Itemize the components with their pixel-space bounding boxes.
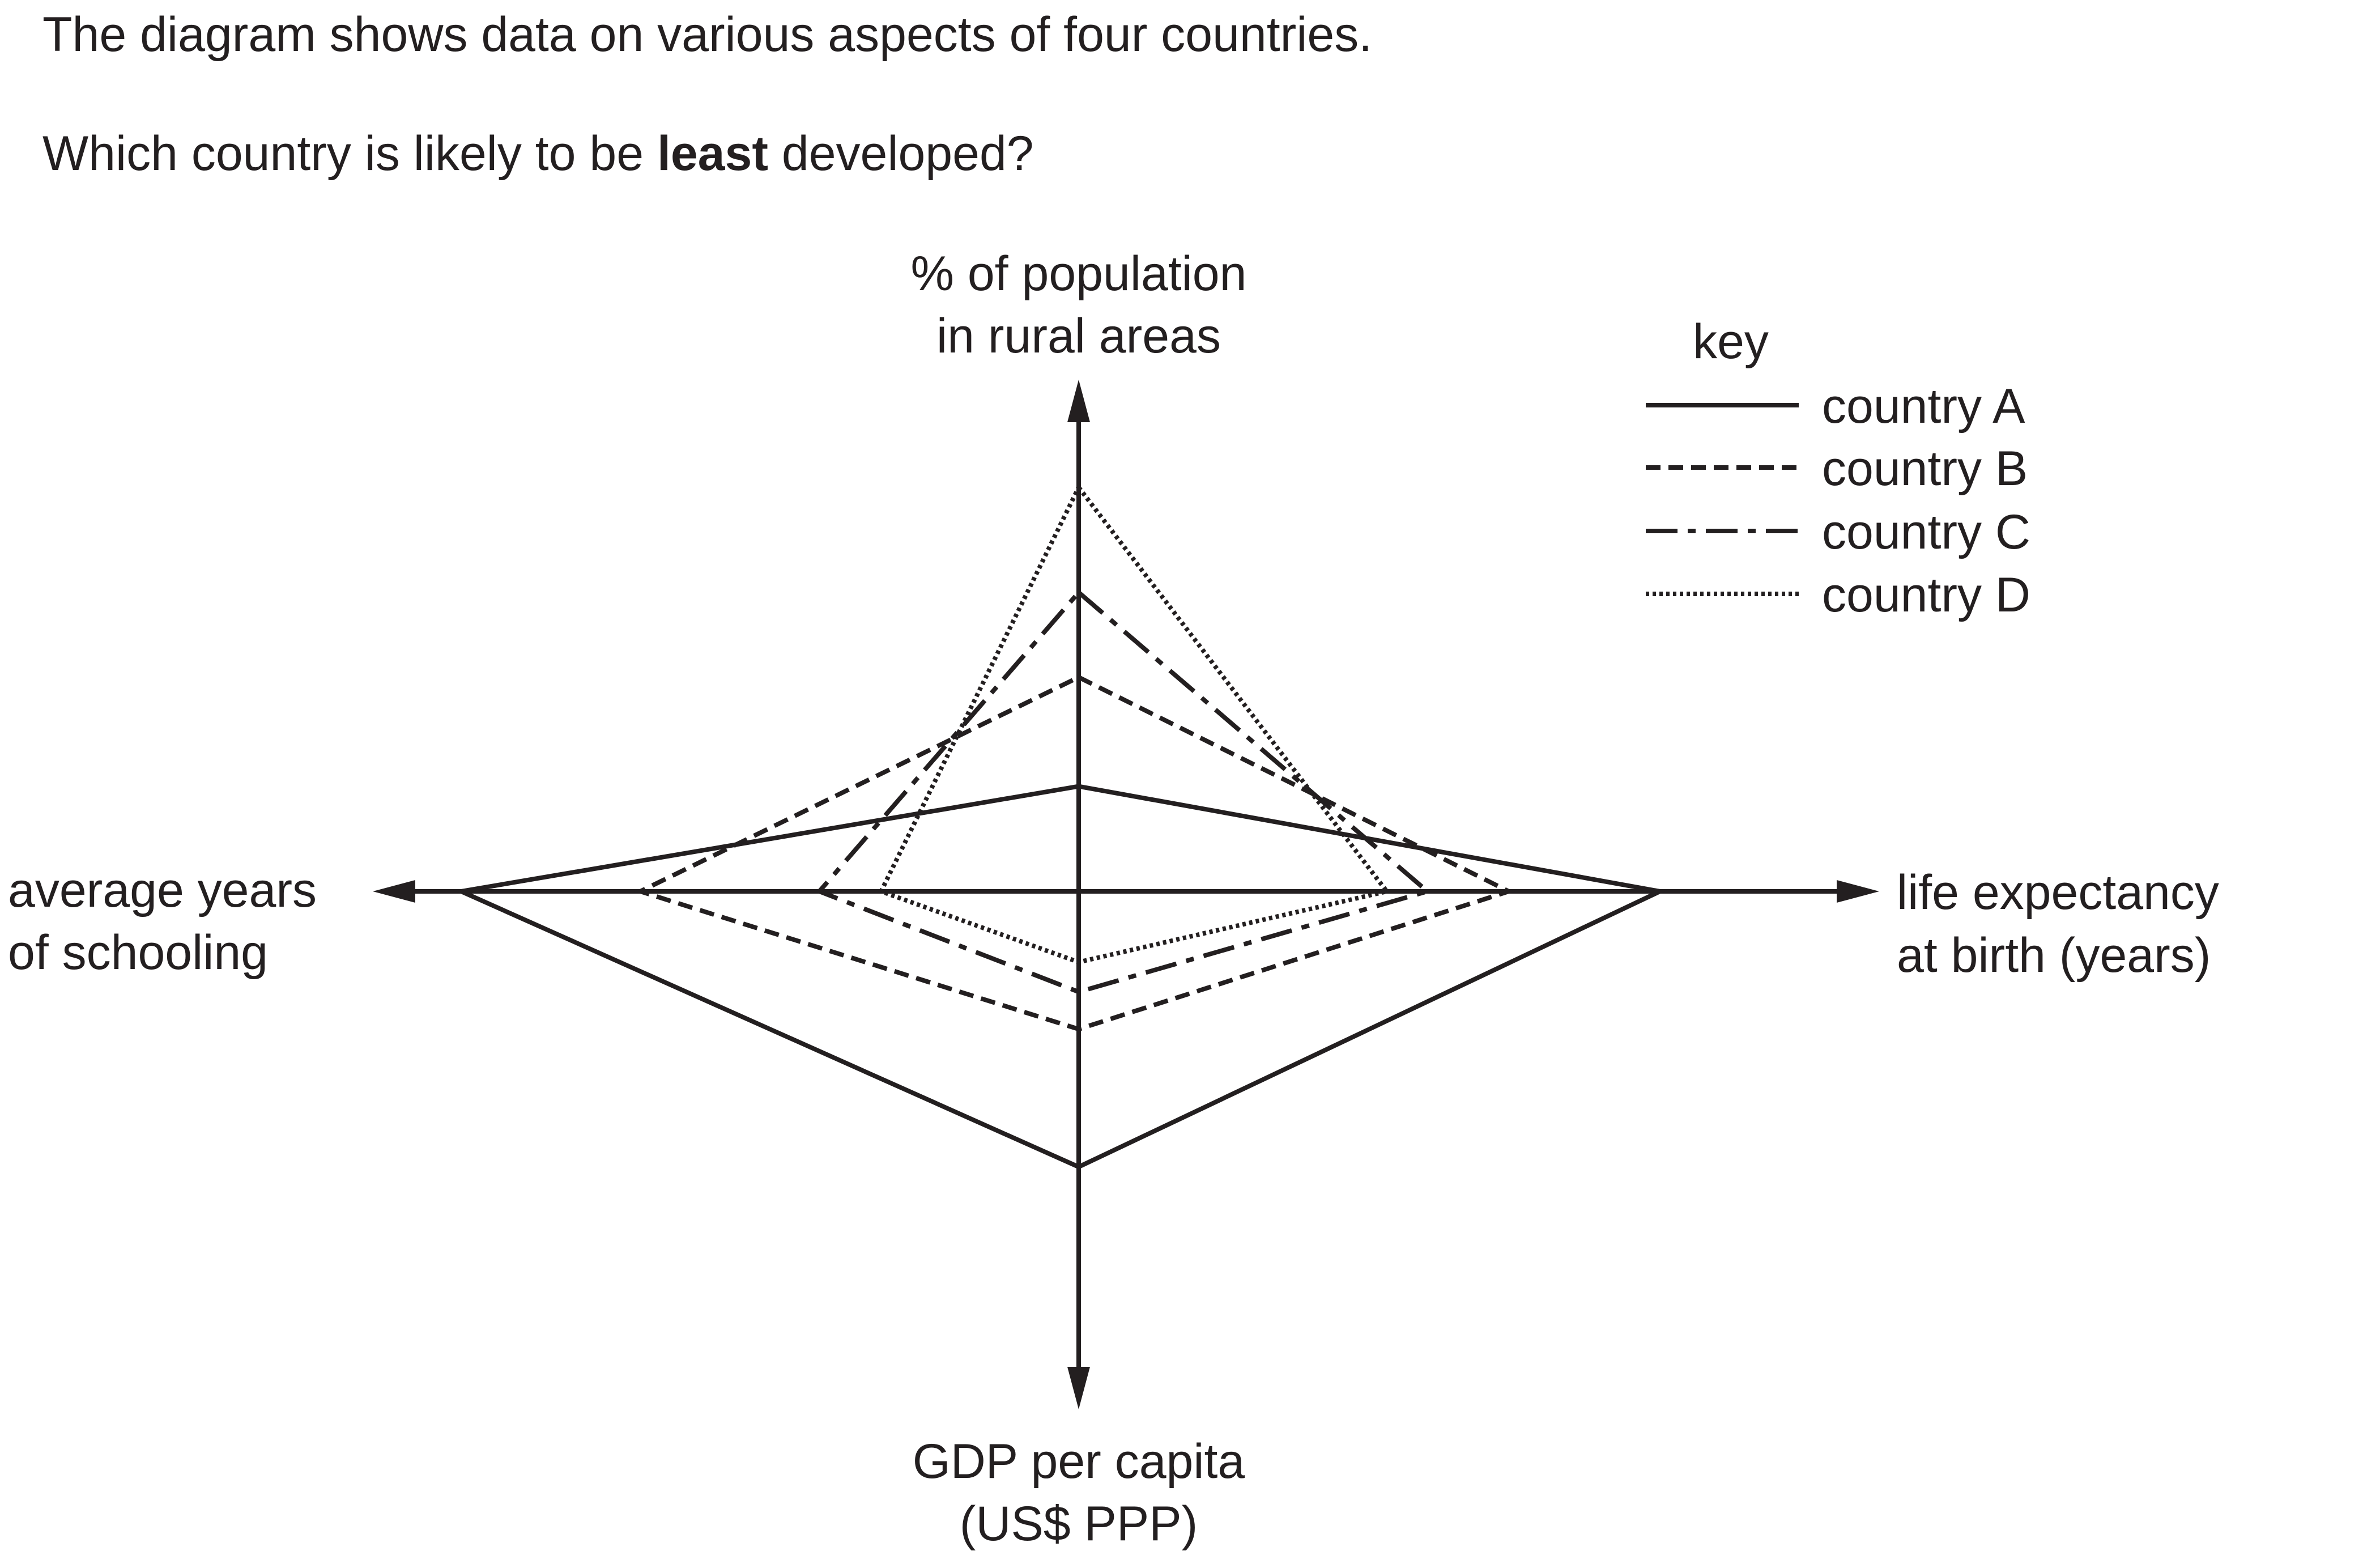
axis-top-arrowhead (1067, 380, 1090, 422)
question-text-end: developed? (768, 126, 1034, 181)
key-label-country-b: country B (1822, 441, 2028, 496)
key: key country A country B country C countr… (1646, 315, 2030, 622)
axis-label-bottom-line-2: (US$ PPP) (960, 1497, 1198, 1551)
key-label-prefix: country (1822, 441, 1995, 496)
key-letter-a: A (1992, 379, 2025, 434)
key-label-country-c: country C (1822, 505, 2030, 559)
series-country-a (453, 784, 1667, 1170)
axis-label-top-line-1: % of population (911, 247, 1247, 301)
axis-label-bottom-line-1: GDP per capita (913, 1434, 1245, 1489)
question-line-2: Which country is likely to be least deve… (42, 129, 1034, 178)
axis-label-right-line-2: at birth (years) (1897, 928, 2211, 983)
axis-label-top-line-2: in rural areas (936, 309, 1221, 363)
key-label-country-d: country D (1822, 568, 2030, 622)
axis-bottom-arrowhead (1067, 1367, 1090, 1409)
key-letter-b: B (1995, 441, 2028, 496)
question-line-1: The diagram shows data on various aspect… (42, 7, 1373, 62)
question-text-start: Which country is likely to be (42, 126, 657, 181)
key-label-country-a: country A (1822, 379, 2025, 434)
key-title: key (1693, 315, 1769, 369)
axis-label-left-line-2: of schooling (8, 925, 268, 980)
key-label-prefix: country (1822, 379, 1992, 434)
axes (373, 380, 1879, 1409)
axis-right-arrowhead (1837, 880, 1879, 903)
series-country-d (878, 483, 1391, 964)
axis-left-arrowhead (373, 880, 415, 903)
key-label-prefix: country (1822, 505, 1995, 559)
axis-label-right-line-1: life expectancy (1897, 865, 2219, 920)
series-country-b (634, 674, 1515, 1032)
question-emphasis: least (657, 126, 768, 181)
key-label-prefix: country (1822, 568, 1995, 622)
key-letter-d: D (1995, 568, 2030, 622)
key-letter-c: C (1995, 505, 2030, 559)
axis-label-left-line-1: average years (8, 863, 317, 917)
series-group (453, 483, 1667, 1170)
